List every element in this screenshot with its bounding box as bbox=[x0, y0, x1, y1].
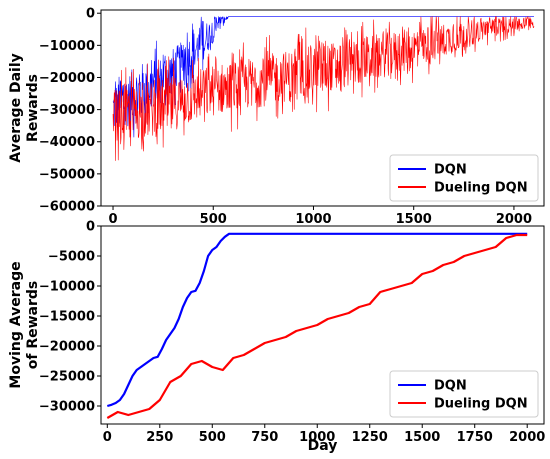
bottom-plot: 0 250 500 750 1000 1250 1500 1750 2000 0 −5000 −100… bbox=[8, 220, 545, 455]
legend-box bbox=[389, 154, 539, 202]
y-axis-label: Average Daily bbox=[8, 53, 24, 163]
plot-frame bbox=[100, 9, 545, 207]
legend-label: DQN bbox=[434, 163, 467, 178]
y-tick-label: −50000 bbox=[39, 167, 95, 182]
x-axis-label: Day bbox=[308, 438, 338, 454]
x-tick-label: 500 bbox=[200, 212, 227, 227]
y-tick-label: 0 bbox=[86, 220, 95, 235]
x-tick-label: 1750 bbox=[457, 430, 493, 445]
legend-label: Dueling DQN bbox=[434, 181, 528, 196]
series-line-dqn bbox=[106, 232, 528, 408]
legend: DQN Dueling DQN bbox=[389, 154, 539, 202]
legend-box bbox=[389, 370, 539, 418]
y-tick-label: −5000 bbox=[48, 250, 95, 265]
series-line-dqn bbox=[112, 16, 534, 138]
series-line-dueling-dqn bbox=[112, 16, 535, 161]
x-tick-label: 1500 bbox=[404, 430, 440, 445]
y-tick-label: −60000 bbox=[39, 200, 95, 215]
series-group bbox=[106, 232, 528, 419]
x-tick-label: 1500 bbox=[396, 212, 432, 227]
x-tick-label: 0 bbox=[103, 430, 112, 445]
y-axis-label: of Rewards bbox=[25, 281, 41, 370]
y-tick-label: −15000 bbox=[39, 310, 95, 325]
y-tick-label: −20000 bbox=[39, 71, 95, 86]
y-tick-label: −10000 bbox=[39, 39, 95, 54]
y-tick-label: −25000 bbox=[39, 370, 95, 385]
x-tick-label: 500 bbox=[199, 430, 226, 445]
x-tick-label: 0 bbox=[109, 212, 118, 227]
legend-label: DQN bbox=[434, 379, 467, 394]
y-tick-label: −20000 bbox=[39, 340, 95, 355]
x-tick-label: 2000 bbox=[509, 430, 545, 445]
y-tick-label: −40000 bbox=[39, 135, 95, 150]
y-tick-label: −10000 bbox=[39, 280, 95, 295]
legend-label: Dueling DQN bbox=[434, 397, 528, 412]
x-tick-label: 1000 bbox=[299, 430, 335, 445]
x-tick-label: 1000 bbox=[295, 212, 331, 227]
legend: DQN Dueling DQN bbox=[389, 370, 539, 418]
x-tick-label: 750 bbox=[251, 430, 278, 445]
x-tick-label: 2000 bbox=[496, 212, 532, 227]
y-axis-label: Moving Average bbox=[8, 261, 24, 388]
series-line-dueling-dqn bbox=[106, 233, 528, 419]
plot-frame bbox=[100, 225, 545, 425]
x-tick-label: 250 bbox=[146, 430, 173, 445]
y-tick-label: −30000 bbox=[39, 103, 95, 118]
y-tick-label: −30000 bbox=[39, 400, 95, 415]
y-tick-label: 0 bbox=[86, 7, 95, 22]
x-tick-label: 1250 bbox=[352, 430, 388, 445]
series-group bbox=[112, 16, 535, 161]
top-plot: 0 500 1000 1500 2000 0 −10000 −20000 −30000 −4000… bbox=[8, 7, 545, 227]
y-axis-label: Rewards bbox=[25, 74, 41, 142]
